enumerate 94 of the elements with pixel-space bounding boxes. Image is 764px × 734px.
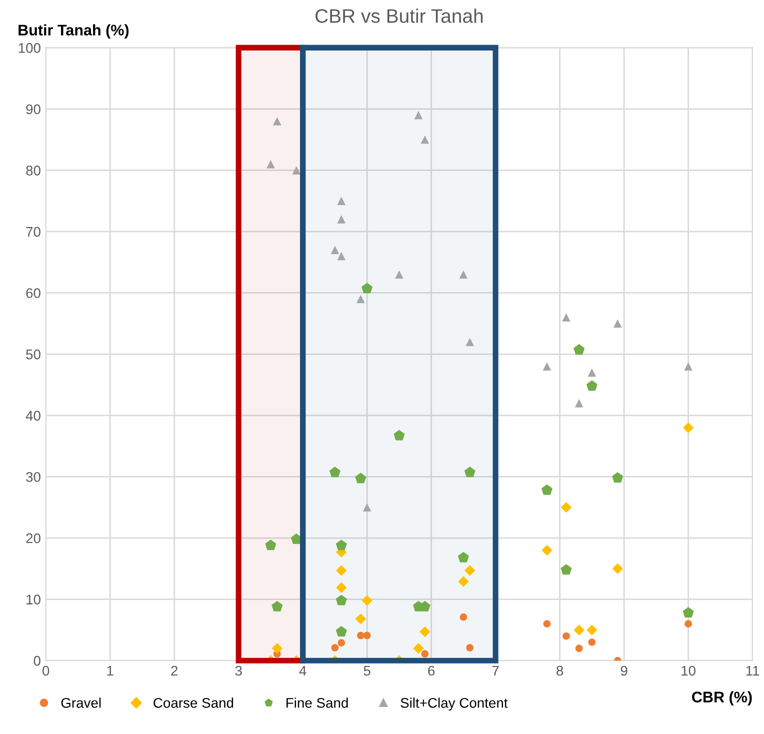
point bbox=[336, 594, 347, 606]
point bbox=[562, 632, 570, 640]
point bbox=[265, 540, 276, 550]
x-tick-label: 5 bbox=[364, 666, 370, 676]
point bbox=[542, 544, 552, 556]
x-tick-label: 7 bbox=[492, 666, 499, 676]
y-tick-label: 40 bbox=[26, 410, 40, 421]
point bbox=[266, 160, 275, 168]
point bbox=[337, 215, 346, 224]
point bbox=[466, 338, 474, 346]
point bbox=[586, 624, 598, 636]
point bbox=[575, 644, 583, 652]
point bbox=[272, 117, 282, 126]
point bbox=[336, 565, 347, 576]
y-tick-label: 60 bbox=[26, 288, 40, 298]
y-tick-label: 0 bbox=[34, 656, 40, 666]
point bbox=[362, 595, 372, 606]
legend-label: Fine Sand bbox=[286, 698, 348, 708]
point bbox=[464, 565, 476, 576]
point bbox=[421, 650, 429, 658]
point bbox=[338, 639, 346, 646]
point bbox=[682, 422, 694, 434]
point bbox=[395, 270, 404, 279]
point bbox=[337, 252, 346, 260]
x-tick-label: 3 bbox=[235, 666, 242, 676]
point bbox=[613, 319, 622, 328]
x-tick-label: 6 bbox=[428, 666, 435, 676]
x-tick-label: 10 bbox=[682, 666, 696, 676]
point bbox=[612, 563, 624, 574]
point bbox=[272, 600, 283, 612]
point bbox=[541, 484, 552, 495]
point bbox=[682, 606, 694, 618]
point bbox=[394, 430, 405, 440]
point bbox=[337, 196, 346, 206]
point bbox=[363, 632, 371, 640]
point bbox=[586, 380, 598, 391]
x-tick-label: 1 bbox=[107, 666, 114, 676]
point bbox=[362, 282, 373, 294]
legend-label: Gravel bbox=[61, 698, 101, 708]
y-tick-label: 100 bbox=[18, 43, 40, 53]
y-tick-label: 80 bbox=[26, 166, 40, 176]
x-tick-label: 8 bbox=[556, 666, 564, 676]
point bbox=[560, 502, 572, 513]
point bbox=[413, 642, 424, 654]
y-axis-title: Butir Tanah (%) bbox=[18, 24, 129, 39]
point bbox=[464, 466, 476, 478]
x-tick-label: 0 bbox=[42, 666, 50, 676]
point bbox=[542, 362, 552, 371]
point bbox=[336, 582, 347, 594]
point bbox=[588, 368, 596, 377]
point bbox=[560, 564, 572, 575]
x-axis-title: CBR (%) bbox=[692, 691, 752, 706]
x-tick-label: 11 bbox=[746, 666, 760, 676]
point bbox=[292, 166, 301, 174]
point bbox=[562, 313, 570, 322]
point bbox=[420, 626, 430, 638]
point bbox=[336, 626, 347, 636]
point bbox=[684, 620, 692, 628]
point bbox=[356, 632, 364, 640]
point bbox=[330, 246, 340, 254]
point bbox=[684, 362, 692, 371]
y-tick-label: 30 bbox=[26, 472, 40, 482]
y-tick-label: 70 bbox=[26, 226, 40, 237]
chart-title: CBR vs Butir Tanah bbox=[316, 8, 483, 23]
x-tick-label: 9 bbox=[620, 666, 628, 676]
point bbox=[272, 642, 283, 654]
point bbox=[420, 135, 430, 144]
point bbox=[574, 624, 584, 636]
x-tick-label: 4 bbox=[299, 666, 306, 676]
point bbox=[458, 576, 469, 587]
point bbox=[466, 644, 474, 652]
y-tick-label: 90 bbox=[26, 104, 40, 114]
point bbox=[355, 472, 366, 484]
point bbox=[362, 503, 372, 512]
point bbox=[574, 399, 584, 408]
point bbox=[356, 294, 365, 304]
legend-label: Silt+Clay Content bbox=[400, 698, 508, 711]
point bbox=[543, 620, 551, 628]
point bbox=[574, 344, 585, 355]
point bbox=[458, 552, 469, 562]
point bbox=[588, 638, 596, 646]
x-tick-label: 2 bbox=[171, 666, 178, 676]
point bbox=[414, 110, 423, 120]
point bbox=[355, 614, 366, 624]
point bbox=[459, 270, 468, 279]
y-tick-label: 50 bbox=[26, 349, 40, 360]
point bbox=[460, 613, 468, 621]
point bbox=[612, 472, 624, 483]
y-tick-label: 10 bbox=[26, 594, 40, 604]
point bbox=[331, 644, 339, 652]
y-tick-label: 20 bbox=[26, 533, 40, 544]
legend-label: Coarse Sand bbox=[154, 698, 234, 708]
point bbox=[336, 540, 347, 550]
point bbox=[329, 466, 340, 478]
